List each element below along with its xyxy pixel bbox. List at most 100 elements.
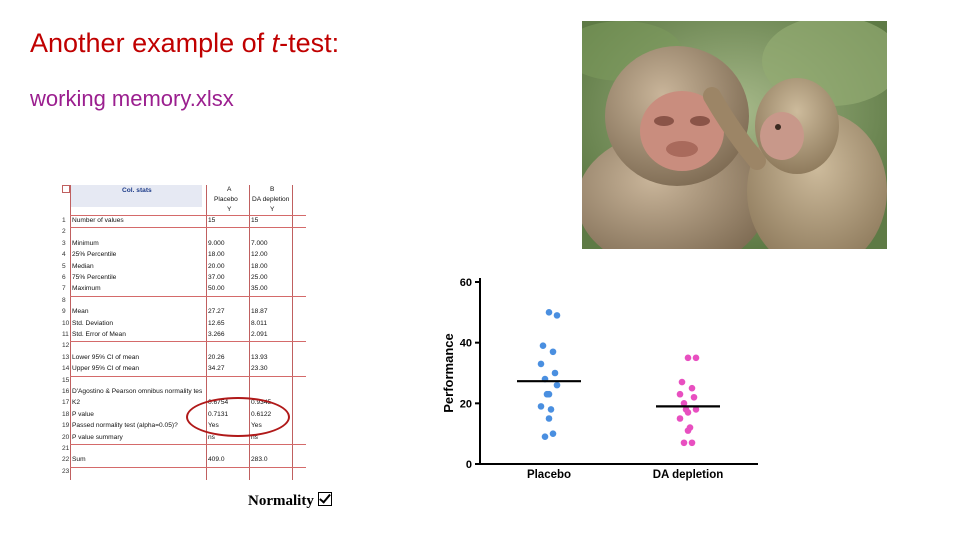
- cell-da-depletion: 8.011: [251, 319, 268, 327]
- row-label: Minimum: [72, 239, 99, 247]
- cell-da-depletion: 15: [251, 217, 259, 224]
- table-row: 22 Sum 409.0 283.0: [62, 456, 306, 467]
- slide-title-t: t: [271, 28, 280, 58]
- row-number: 13: [62, 353, 70, 361]
- x-tick-label: DA depletion: [653, 469, 724, 481]
- y-axis-label: Performance: [441, 333, 456, 412]
- cell-da-depletion: 35.00: [251, 285, 268, 293]
- cell-placebo: 34.27: [208, 365, 225, 373]
- row-number: 2: [62, 228, 66, 236]
- col-subtype-b: Y: [270, 206, 275, 213]
- row-label: P value summary: [72, 433, 123, 441]
- cell-placebo: 20.00: [208, 262, 225, 270]
- data-point: [684, 427, 692, 434]
- row-label: P value: [72, 410, 94, 418]
- cell-da-depletion: 7.000: [251, 239, 268, 247]
- data-point: [551, 369, 559, 377]
- cell-placebo: 12.65: [208, 319, 225, 327]
- row-label: K2: [72, 399, 81, 407]
- data-point: [541, 433, 549, 440]
- cell-da-depletion: ns: [251, 433, 258, 441]
- data-point: [549, 348, 557, 356]
- monkeys-grooming-photo: [582, 21, 887, 249]
- cell-da-depletion: 283.0: [251, 456, 268, 464]
- data-point: [684, 409, 692, 416]
- y-tick-label: 60: [460, 277, 472, 289]
- row-label: Maximum: [72, 285, 101, 293]
- row-number: 10: [62, 319, 70, 327]
- data-point: [547, 406, 555, 413]
- table-row: 15: [62, 377, 306, 388]
- table-row: 12: [62, 342, 306, 353]
- cell-placebo: 3.266: [208, 331, 225, 338]
- data-point: [676, 390, 684, 398]
- col-letter-a: A: [227, 186, 232, 193]
- col-subtype-a: Y: [227, 206, 232, 213]
- row-number: 11: [62, 331, 69, 338]
- row-number: 12: [62, 342, 70, 350]
- row-number: 7: [62, 285, 66, 293]
- cell-placebo: ns: [208, 433, 215, 441]
- sheet-header: [70, 185, 202, 207]
- row-number: 15: [62, 376, 70, 384]
- row-number: 22: [62, 456, 70, 464]
- row-number: 16: [62, 388, 70, 395]
- y-tick-label: 40: [460, 338, 472, 350]
- checkbox-checked-icon: [317, 492, 332, 506]
- row-number: 3: [62, 239, 66, 247]
- normality-check: Normality: [248, 492, 332, 510]
- table-row: 3 Minimum 9.000 7.000: [62, 240, 306, 251]
- cell-da-depletion: 25.00: [251, 274, 268, 281]
- row-label: Upper 95% CI of mean: [72, 365, 140, 373]
- cell-da-depletion: 23.30: [251, 365, 268, 373]
- row-number: 1: [62, 217, 66, 224]
- x-tick-label: Placebo: [527, 469, 571, 481]
- y-tick-label: 20: [460, 398, 472, 410]
- data-point: [676, 415, 684, 422]
- y-tick-label: 0: [466, 459, 472, 471]
- data-point: [553, 381, 561, 389]
- cell-placebo: 20.26: [208, 353, 225, 361]
- row-label: Lower 95% CI of mean: [72, 353, 140, 361]
- table-row: 20 P value summary ns ns: [62, 434, 306, 445]
- row-number: 21: [62, 445, 70, 452]
- column-stats-spreadsheet: Col. stats A B Placebo DA depletion Y Y …: [62, 185, 306, 480]
- data-point: [688, 384, 696, 392]
- table-row: 7 Maximum 50.00 35.00: [62, 285, 306, 296]
- normality-test-highlight-circle: [186, 397, 290, 437]
- row-number: 5: [62, 262, 66, 270]
- data-point: [545, 390, 553, 398]
- table-row: 8: [62, 297, 306, 308]
- slide-subtitle: working memory.xlsx: [30, 86, 234, 111]
- cell-placebo: 18.00: [208, 251, 225, 259]
- data-point: [684, 354, 692, 362]
- row-number: 19: [62, 422, 70, 430]
- sheet-corner-icon: [62, 185, 70, 193]
- sheet-header-title: Col. stats: [122, 187, 152, 194]
- table-row: 6 75% Percentile 37.00 25.00: [62, 274, 306, 285]
- cell-placebo: 50.00: [208, 285, 225, 293]
- data-point: [692, 406, 700, 413]
- table-row: 9 Mean 27.27 18.87: [62, 308, 306, 319]
- cell-da-depletion: 12.00: [251, 251, 268, 259]
- table-row: 23: [62, 468, 306, 479]
- table-row: 13 Lower 95% CI of mean 20.26 13.93: [62, 354, 306, 365]
- row-number: 8: [62, 296, 66, 304]
- col-name-b: DA depletion: [252, 196, 290, 203]
- row-label: Passed normality test (alpha=0.05)?: [72, 422, 178, 430]
- row-label: Std. Error of Mean: [72, 331, 126, 338]
- data-point: [688, 439, 696, 447]
- data-point: [678, 378, 686, 386]
- cell-da-depletion: 2.091: [251, 331, 268, 338]
- cell-da-depletion: 18.87: [251, 308, 268, 316]
- cell-placebo: 9.000: [208, 239, 225, 247]
- row-label: 75% Percentile: [72, 274, 117, 281]
- data-point: [545, 415, 553, 422]
- col-name-a: Placebo: [214, 196, 238, 203]
- table-row: 1 Number of values 15 15: [62, 217, 306, 228]
- row-number: 9: [62, 308, 66, 316]
- data-point: [680, 400, 688, 407]
- data-point: [549, 430, 557, 437]
- row-label: Std. Deviation: [72, 319, 114, 327]
- col-letter-b: B: [270, 186, 275, 193]
